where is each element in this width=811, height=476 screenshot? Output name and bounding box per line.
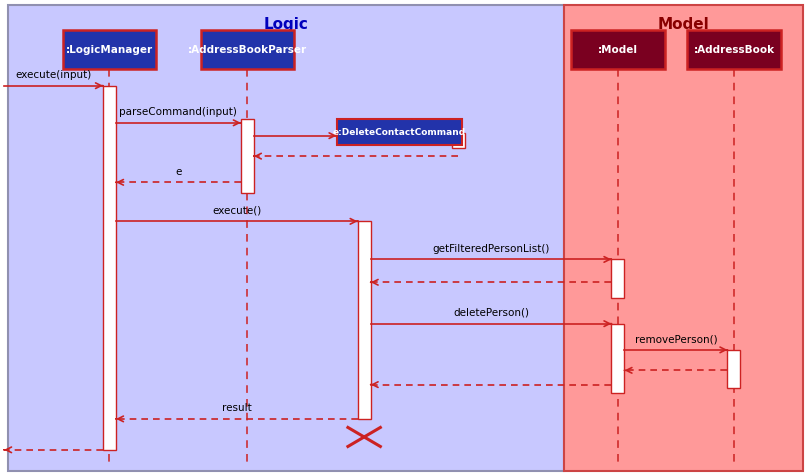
Text: execute(input): execute(input) — [15, 70, 92, 80]
Text: Model: Model — [658, 17, 709, 32]
Text: :AddressBookParser: :AddressBookParser — [188, 45, 307, 55]
Text: :AddressBook: :AddressBook — [693, 45, 775, 55]
Bar — [611, 324, 624, 393]
Text: e:DeleteContactCommand: e:DeleteContactCommand — [333, 128, 466, 137]
Bar — [337, 119, 462, 145]
Text: :LogicManager: :LogicManager — [66, 45, 153, 55]
Text: Logic: Logic — [264, 17, 308, 32]
Bar — [452, 133, 465, 148]
Text: execute(): execute() — [212, 206, 261, 216]
Bar — [241, 119, 254, 193]
Bar — [103, 86, 116, 450]
Text: deletePerson(): deletePerson() — [453, 308, 529, 318]
Bar — [688, 30, 780, 69]
Bar — [564, 5, 803, 471]
Bar — [727, 350, 740, 388]
Text: getFilteredPersonList(): getFilteredPersonList() — [432, 244, 550, 254]
Text: removePerson(): removePerson() — [635, 334, 717, 344]
Text: :Model: :Model — [598, 45, 638, 55]
Text: e: e — [175, 167, 182, 177]
Bar — [358, 221, 371, 419]
Text: parseCommand(input): parseCommand(input) — [119, 107, 238, 117]
Bar — [63, 30, 156, 69]
Bar — [201, 30, 294, 69]
Bar — [8, 5, 564, 471]
Bar — [571, 30, 665, 69]
Bar — [611, 259, 624, 298]
Text: result: result — [222, 403, 251, 413]
